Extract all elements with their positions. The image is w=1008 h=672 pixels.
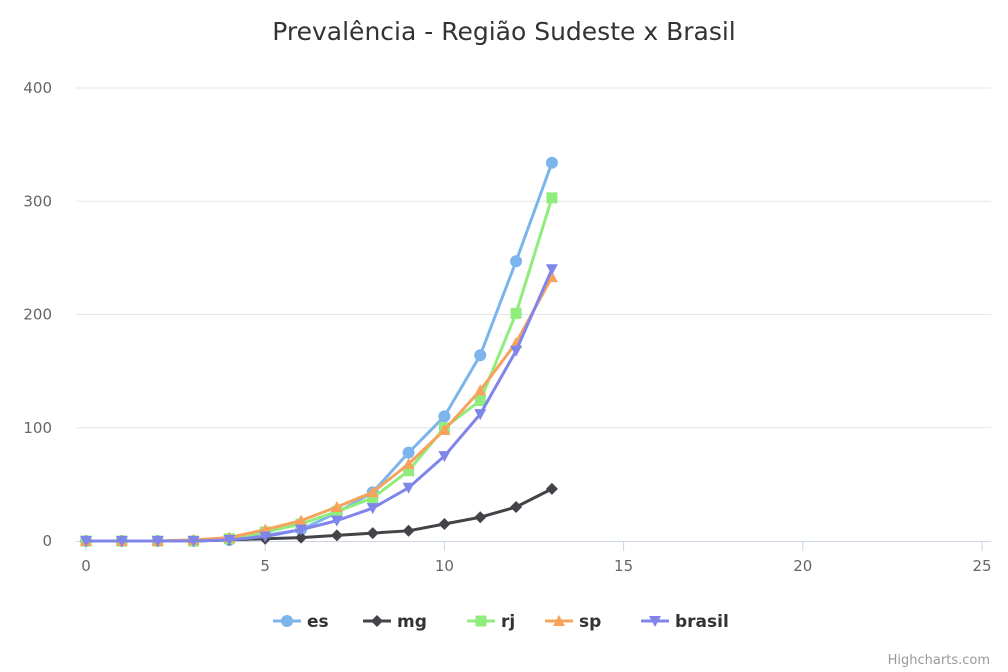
credits-link[interactable]: Highcharts.com <box>888 653 990 668</box>
x-tick-label: 20 <box>793 557 812 575</box>
legend-item-mg[interactable]: mg <box>363 612 427 632</box>
y-tick-label: 300 <box>23 192 52 210</box>
y-tick-label: 200 <box>23 306 52 324</box>
data-point-sp[interactable] <box>402 457 415 469</box>
legend-item-rj[interactable]: rj <box>467 612 515 632</box>
data-point-brasil[interactable] <box>223 534 236 546</box>
chart-title: Prevalência - Região Sudeste x Brasil <box>272 17 736 46</box>
data-point-rj[interactable] <box>474 395 486 407</box>
data-point-mg[interactable] <box>295 531 308 544</box>
data-point-brasil[interactable] <box>330 515 343 527</box>
data-point-brasil[interactable] <box>115 536 128 547</box>
y-tick-label: 400 <box>23 79 52 97</box>
data-point-rj[interactable] <box>510 307 522 319</box>
legend-label: rj <box>501 612 515 632</box>
data-point-brasil[interactable] <box>402 482 415 494</box>
legend-marker[interactable] <box>649 616 661 627</box>
legend-label: es <box>307 612 329 632</box>
data-point-brasil[interactable] <box>80 536 92 547</box>
x-tick-label: 25 <box>972 557 991 575</box>
legend-marker[interactable] <box>475 615 487 627</box>
series-line-rj[interactable] <box>84 196 554 543</box>
data-point-rj[interactable] <box>367 492 379 504</box>
data-point-brasil[interactable] <box>366 503 379 515</box>
data-point-brasil[interactable] <box>151 536 164 547</box>
data-point-rj[interactable] <box>403 465 415 477</box>
series-es <box>80 156 558 547</box>
legend-label: mg <box>397 612 427 632</box>
data-point-sp[interactable] <box>474 384 487 396</box>
y-tick-label: 0 <box>42 532 52 550</box>
series-brasil <box>80 264 558 547</box>
legend-marker[interactable] <box>281 615 293 627</box>
series-line-brasil[interactable] <box>84 267 554 543</box>
data-point-es[interactable] <box>510 255 523 268</box>
data-point-brasil[interactable] <box>545 264 558 276</box>
data-point-es[interactable] <box>402 446 415 459</box>
legend-marker[interactable] <box>553 615 565 626</box>
legend-label: brasil <box>675 612 729 632</box>
data-point-brasil[interactable] <box>259 531 272 543</box>
series-rj <box>80 192 558 547</box>
data-point-es[interactable] <box>545 156 558 169</box>
data-point-mg[interactable] <box>510 501 523 514</box>
data-point-mg[interactable] <box>402 524 415 537</box>
legend-item-es[interactable]: es <box>273 612 329 632</box>
x-tick-label: 5 <box>260 557 270 575</box>
axes: 0 100 200 300 400 0 5 10 15 20 25 <box>23 79 991 575</box>
data-point-mg[interactable] <box>474 511 487 524</box>
y-tick-label: 100 <box>23 419 52 437</box>
legend-item-brasil[interactable]: brasil <box>641 612 729 632</box>
legend: es mg rj sp brasil <box>273 612 729 632</box>
legend-marker[interactable] <box>371 615 383 627</box>
data-point-sp[interactable] <box>366 486 379 498</box>
data-point-mg[interactable] <box>438 518 451 531</box>
data-point-rj[interactable] <box>546 192 558 204</box>
data-point-es[interactable] <box>474 349 487 362</box>
data-point-brasil[interactable] <box>510 345 523 357</box>
legend-item-sp[interactable]: sp <box>545 612 601 632</box>
legend-label: sp <box>579 612 601 632</box>
data-point-sp[interactable] <box>438 424 451 436</box>
data-point-es[interactable] <box>438 410 451 423</box>
data-point-brasil[interactable] <box>438 451 451 463</box>
x-tick-label: 10 <box>435 557 454 575</box>
x-tick-label: 15 <box>614 557 633 575</box>
data-point-sp[interactable] <box>295 514 308 526</box>
data-point-brasil[interactable] <box>474 409 487 421</box>
data-point-mg[interactable] <box>545 482 558 495</box>
data-point-mg[interactable] <box>330 529 343 542</box>
x-tick-label: 0 <box>81 557 91 575</box>
series-sp <box>80 271 558 546</box>
data-point-sp[interactable] <box>330 501 343 513</box>
data-point-brasil[interactable] <box>187 536 200 547</box>
data-point-brasil[interactable] <box>295 524 308 536</box>
series-group <box>80 156 558 547</box>
grid-lines <box>76 87 991 429</box>
data-point-mg[interactable] <box>366 527 379 540</box>
